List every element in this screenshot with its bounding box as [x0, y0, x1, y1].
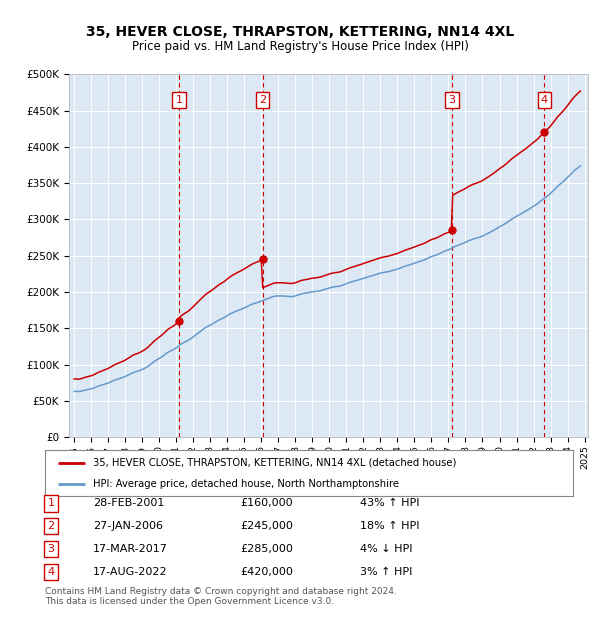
Text: 4: 4	[47, 567, 55, 577]
Text: Contains HM Land Registry data © Crown copyright and database right 2024.
This d: Contains HM Land Registry data © Crown c…	[45, 587, 397, 606]
Text: 3% ↑ HPI: 3% ↑ HPI	[360, 567, 412, 577]
Text: 4% ↓ HPI: 4% ↓ HPI	[360, 544, 413, 554]
Text: 43% ↑ HPI: 43% ↑ HPI	[360, 498, 419, 508]
Text: £245,000: £245,000	[240, 521, 293, 531]
Text: 27-JAN-2006: 27-JAN-2006	[93, 521, 163, 531]
Text: 17-MAR-2017: 17-MAR-2017	[93, 544, 168, 554]
Text: HPI: Average price, detached house, North Northamptonshire: HPI: Average price, detached house, Nort…	[92, 479, 398, 489]
Text: 35, HEVER CLOSE, THRAPSTON, KETTERING, NN14 4XL: 35, HEVER CLOSE, THRAPSTON, KETTERING, N…	[86, 25, 514, 39]
Text: 4: 4	[541, 95, 548, 105]
Text: £420,000: £420,000	[240, 567, 293, 577]
Text: 3: 3	[449, 95, 455, 105]
Text: 17-AUG-2022: 17-AUG-2022	[93, 567, 167, 577]
Text: 3: 3	[47, 544, 55, 554]
Text: 2: 2	[47, 521, 55, 531]
Text: 1: 1	[175, 95, 182, 105]
Text: 28-FEB-2001: 28-FEB-2001	[93, 498, 164, 508]
Text: £285,000: £285,000	[240, 544, 293, 554]
Text: Price paid vs. HM Land Registry's House Price Index (HPI): Price paid vs. HM Land Registry's House …	[131, 40, 469, 53]
Text: 1: 1	[47, 498, 55, 508]
Text: 18% ↑ HPI: 18% ↑ HPI	[360, 521, 419, 531]
Text: 35, HEVER CLOSE, THRAPSTON, KETTERING, NN14 4XL (detached house): 35, HEVER CLOSE, THRAPSTON, KETTERING, N…	[92, 458, 456, 467]
Text: 2: 2	[259, 95, 266, 105]
Text: £160,000: £160,000	[240, 498, 293, 508]
